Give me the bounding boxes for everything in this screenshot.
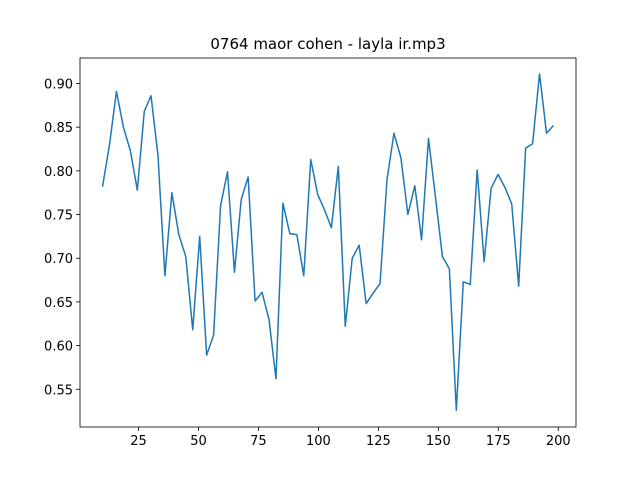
y-tick-label: 0.85: [44, 121, 73, 136]
x-tick-label: 75: [250, 434, 267, 449]
y-tick-label: 0.60: [44, 340, 73, 355]
x-tick-label: 25: [130, 434, 147, 449]
x-tick-label: 175: [486, 434, 511, 449]
y-tick-label: 0.90: [44, 78, 73, 93]
y-tick-label: 0.65: [44, 296, 73, 311]
y-tick-label: 0.70: [44, 252, 73, 267]
y-tick-label: 0.55: [44, 383, 73, 398]
x-tick-label: 200: [546, 434, 571, 449]
x-tick-label: 150: [426, 434, 451, 449]
x-tick-label: 100: [306, 434, 331, 449]
x-tick-label: 125: [366, 434, 391, 449]
y-tick-label: 0.80: [44, 165, 73, 180]
line-series: [101, 73, 555, 411]
axes-frame: [79, 57, 577, 428]
chart-title: 0764 maor cohen - layla ir.mp3: [210, 35, 445, 53]
y-tick-label: 0.75: [44, 209, 73, 224]
x-tick-label: 50: [190, 434, 207, 449]
